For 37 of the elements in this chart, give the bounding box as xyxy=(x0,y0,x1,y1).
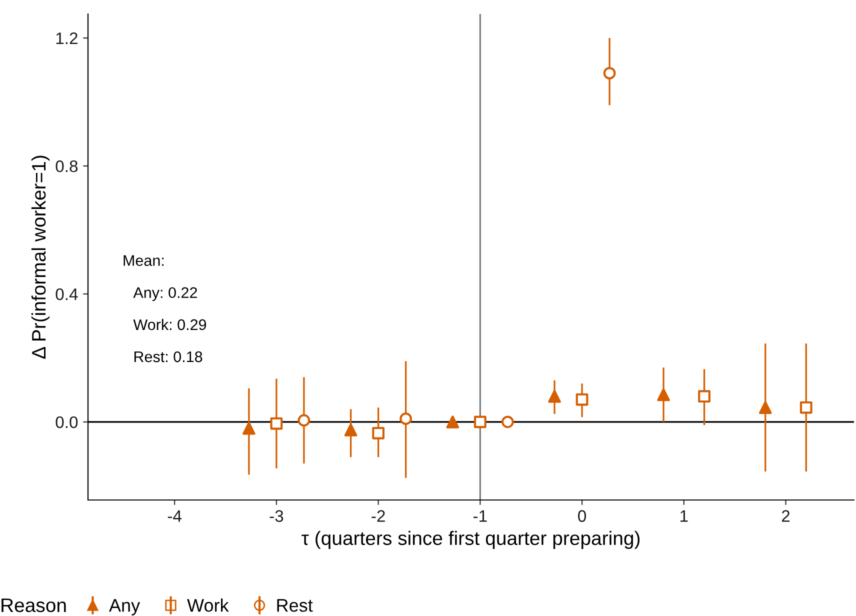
point xyxy=(474,416,486,428)
point xyxy=(270,417,283,430)
legend-label: Any xyxy=(109,599,140,616)
point xyxy=(548,390,561,403)
x-tick-label: -3 xyxy=(270,510,284,522)
y-axis-title: Δ Pr(informal worker=1) xyxy=(31,156,50,359)
annotation: Work: 0.29 xyxy=(133,318,206,330)
annotation: Any: 0.22 xyxy=(133,287,197,302)
point xyxy=(501,416,514,428)
y-tick-label: 0.4 xyxy=(56,288,78,300)
y-tick-label: 0.0 xyxy=(56,416,78,428)
point xyxy=(372,426,384,440)
x-tick-label: 1 xyxy=(680,510,688,522)
x-tick-label: -2 xyxy=(372,510,385,522)
point xyxy=(400,412,412,425)
y-tick-label: 1.2 xyxy=(56,32,78,44)
point xyxy=(344,424,358,436)
point xyxy=(298,414,310,427)
y-tick-label: 0.8 xyxy=(56,160,78,172)
legend-title: Reason xyxy=(2,598,66,612)
annotation: Mean: xyxy=(124,255,164,266)
point xyxy=(446,416,460,428)
x-tick-label: -4 xyxy=(168,510,182,522)
x-tick-label: -1 xyxy=(474,510,487,522)
point xyxy=(603,66,616,80)
legend-label: Work xyxy=(187,598,229,612)
point xyxy=(800,401,812,414)
point xyxy=(657,388,670,402)
legend-label: Rest xyxy=(277,599,313,612)
x-axis-title: τ (quarters since first quarter preparing) xyxy=(302,530,640,549)
x-tick-label: 2 xyxy=(782,510,790,522)
point xyxy=(758,401,772,414)
annotation: Rest: 0.18 xyxy=(134,351,202,362)
point xyxy=(242,422,256,435)
point xyxy=(576,393,588,406)
x-tick-label: 0 xyxy=(578,510,586,522)
point xyxy=(698,390,710,403)
